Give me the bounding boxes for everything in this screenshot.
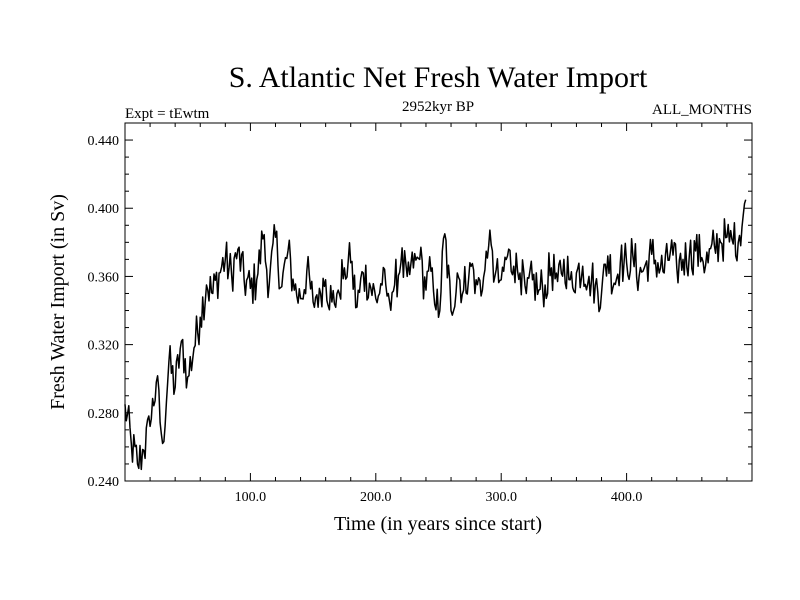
major-ticks: [125, 123, 752, 482]
y-tick-label: 0.240: [88, 475, 120, 490]
months-label: ALL_MONTHS: [652, 102, 752, 118]
y-tick-label: 0.280: [88, 407, 120, 422]
chart-title: S. Atlantic Net Fresh Water Import: [229, 61, 648, 94]
y-tick-label: 0.440: [88, 134, 120, 149]
minor-ticks: [125, 123, 752, 481]
x-tick-label: 200.0: [360, 490, 392, 505]
y-tick-label: 0.360: [88, 270, 120, 285]
plot-area-frame: [124, 122, 753, 482]
x-tick-label: 100.0: [235, 490, 267, 505]
x-tick-label: 400.0: [611, 490, 643, 505]
y-axis-label: Fresh Water Import (in Sv): [47, 194, 69, 410]
y-tick-label: 0.320: [88, 339, 120, 354]
period-label: 2952kyr BP: [402, 99, 474, 115]
x-tick-label: 300.0: [485, 490, 517, 505]
series-line: [124, 199, 747, 471]
x-axis-label: Time (in years since start): [334, 513, 542, 535]
experiment-label: Expt = tEwtm: [125, 106, 210, 122]
series-layer: [124, 199, 747, 471]
tick-labels: 100.0 200.0 300.0 400.0 0.240 0.280 0.320 0.360…: [88, 134, 643, 505]
y-tick-label: 0.400: [88, 202, 120, 217]
